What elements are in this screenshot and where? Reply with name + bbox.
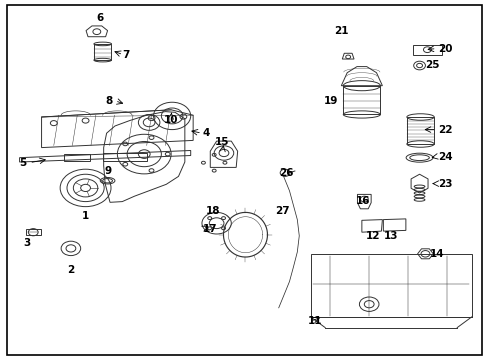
Text: 1: 1	[82, 211, 89, 221]
Text: 24: 24	[437, 152, 451, 162]
Text: 8: 8	[105, 96, 112, 106]
Text: 12: 12	[365, 231, 379, 241]
Text: 19: 19	[323, 96, 337, 106]
Bar	[102, 153, 146, 161]
Text: 7: 7	[122, 50, 129, 60]
Bar	[94, 44, 111, 60]
Text: 3: 3	[23, 238, 30, 248]
Text: 23: 23	[437, 179, 451, 189]
Text: 4: 4	[203, 128, 210, 138]
Text: 13: 13	[383, 231, 398, 241]
Text: 21: 21	[333, 26, 348, 36]
Bar	[412, 45, 441, 55]
Text: 14: 14	[428, 249, 443, 259]
Text: 15: 15	[215, 137, 229, 147]
Text: 26: 26	[278, 168, 293, 178]
Bar	[406, 117, 433, 144]
Text: 11: 11	[307, 316, 322, 326]
Text: 10: 10	[163, 115, 178, 125]
Text: 17: 17	[203, 224, 217, 234]
Text: 5: 5	[20, 158, 27, 168]
Text: 6: 6	[97, 13, 103, 23]
Text: 25: 25	[425, 60, 439, 70]
Text: 9: 9	[104, 166, 111, 176]
Text: 2: 2	[67, 265, 74, 275]
Text: 27: 27	[274, 206, 289, 216]
Text: 18: 18	[205, 206, 220, 216]
Text: 22: 22	[437, 125, 451, 135]
Bar	[343, 86, 380, 114]
Text: 20: 20	[437, 44, 451, 54]
Bar	[63, 154, 90, 161]
Text: 16: 16	[355, 196, 369, 206]
